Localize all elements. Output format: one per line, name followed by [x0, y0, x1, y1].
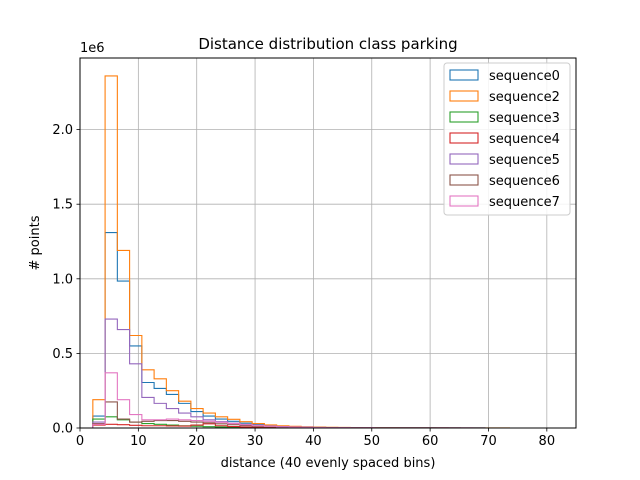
x-tick-label: 60 [422, 434, 439, 449]
x-tick-label: 70 [480, 434, 497, 449]
legend-label-sequence2: sequence2 [489, 90, 560, 105]
y-tick-label: 0.0 [52, 422, 73, 437]
x-axis-label: distance (40 evenly spaced bins) [221, 456, 436, 471]
y-axis-ticks: 0.0 0.5 1.0 1.5 2.0 [52, 123, 80, 437]
y-tick-label: 1.5 [52, 198, 73, 213]
y-tick-label: 2.0 [52, 123, 73, 138]
plot-area-frame [79, 57, 577, 429]
y-offset-label: 1e6 [80, 41, 105, 56]
y-tick-label: 1.0 [52, 272, 73, 287]
legend-swatch-sequence7 [449, 195, 479, 207]
x-tick-label: 10 [130, 434, 147, 449]
legend-label-sequence3: sequence3 [489, 111, 560, 126]
x-tick-label: 20 [188, 434, 205, 449]
legend-swatch-sequence6 [449, 174, 479, 186]
legend-label-sequence5: sequence5 [489, 153, 560, 168]
x-tick-label: 40 [305, 434, 322, 449]
legend-swatch-sequence0 [449, 69, 479, 81]
x-tick-label: 80 [539, 434, 556, 449]
legend-swatch-sequence5 [449, 153, 479, 165]
x-tick-label: 50 [363, 434, 380, 449]
x-axis-ticks: 0 10 20 30 40 50 60 70 80 [76, 428, 555, 449]
legend-swatch-sequence4 [449, 132, 479, 144]
legend-items: sequence0 sequence2 sequence3 sequence4 sequ… [449, 69, 560, 210]
legend-swatch-sequence3 [449, 111, 479, 123]
legend: sequence0 sequence2 sequence3 sequence4 sequ… [443, 62, 571, 216]
legend-label-sequence7: sequence7 [489, 195, 560, 210]
legend-swatch-sequence2 [449, 90, 479, 102]
x-tick-label: 30 [247, 434, 264, 449]
legend-label-sequence4: sequence4 [489, 132, 560, 147]
y-tick-label: 0.5 [52, 347, 73, 362]
chart-title: Distance distribution class parking [198, 35, 457, 53]
x-tick-label: 0 [76, 434, 84, 449]
legend-label-sequence6: sequence6 [489, 174, 560, 189]
legend-label-sequence0: sequence0 [489, 69, 560, 84]
y-axis-label: # points [28, 215, 43, 270]
